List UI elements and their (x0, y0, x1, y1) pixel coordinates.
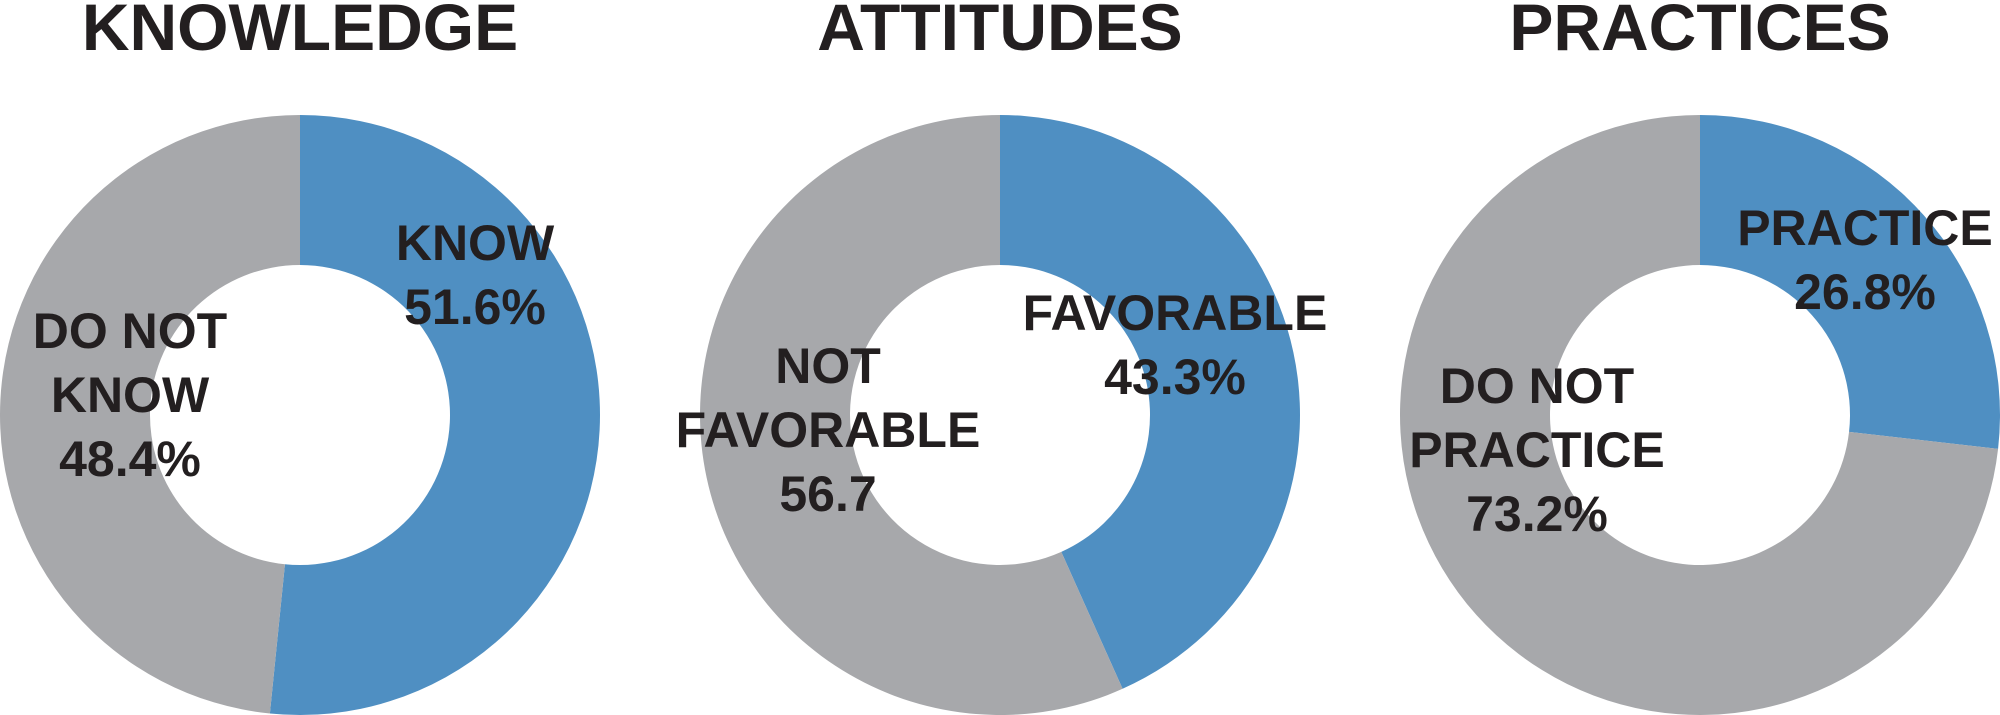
slice-label-line: PRACTICE (1737, 200, 1993, 256)
donut-slice-favorable (1000, 115, 1301, 689)
donut-slice-not-favorable (699, 115, 1123, 715)
slice-label-line: 48.4% (59, 431, 201, 487)
slice-label-line: FAVORABLE (1023, 285, 1328, 341)
slice-label-not-favorable: NOT FAVORABLE 56.7 (676, 338, 981, 522)
slice-label-line: 73.2% (1466, 486, 1608, 542)
slice-label-line: KNOW (51, 367, 210, 423)
slice-label-line: FAVORABLE (676, 402, 981, 458)
donut-slice-know (269, 115, 600, 715)
slice-label-line: 43.3% (1104, 349, 1246, 405)
donut-slice-do-not-practice (1399, 115, 1999, 715)
chart-title: ATTITUDES (817, 0, 1182, 64)
donut-slice-do-not-know (0, 115, 300, 714)
donut-chart-2: ATTITUDES FAVORABLE 43.3% NOT FAVORABLE 56.7 (676, 0, 1328, 715)
slice-label-practice: PRACTICE 26.8% (1737, 200, 1993, 320)
slice-label-know: KNOW 51.6% (396, 215, 555, 335)
slice-label-line: 56.7 (779, 466, 876, 522)
slice-label-line: NOT (775, 338, 881, 394)
chart-title: KNOWLEDGE (82, 0, 518, 64)
slice-label-do-not-know: DO NOT KNOW 48.4% (33, 303, 227, 487)
slice-label-line: PRACTICE (1409, 422, 1665, 478)
slice-label-line: DO NOT (33, 303, 227, 359)
slice-label-line: 26.8% (1794, 264, 1936, 320)
slice-label-line: 51.6% (404, 279, 546, 335)
slice-label-favorable: FAVORABLE 43.3% (1023, 285, 1328, 405)
slice-label-line: KNOW (396, 215, 555, 271)
donut-slice-practice (1700, 115, 2000, 449)
slice-label-line: DO NOT (1440, 358, 1634, 414)
slice-label-do-not-practice: DO NOT PRACTICE 73.2% (1409, 358, 1665, 542)
donut-chart-3: PRACTICES PRACTICE 26.8% DO NOT PRACTICE 73.2… (1399, 0, 2000, 715)
donut-chart-1: KNOWLEDGE KNOW 51.6% DO NOT KNOW 48.4% (0, 0, 600, 715)
chart-title: PRACTICES (1509, 0, 1890, 64)
